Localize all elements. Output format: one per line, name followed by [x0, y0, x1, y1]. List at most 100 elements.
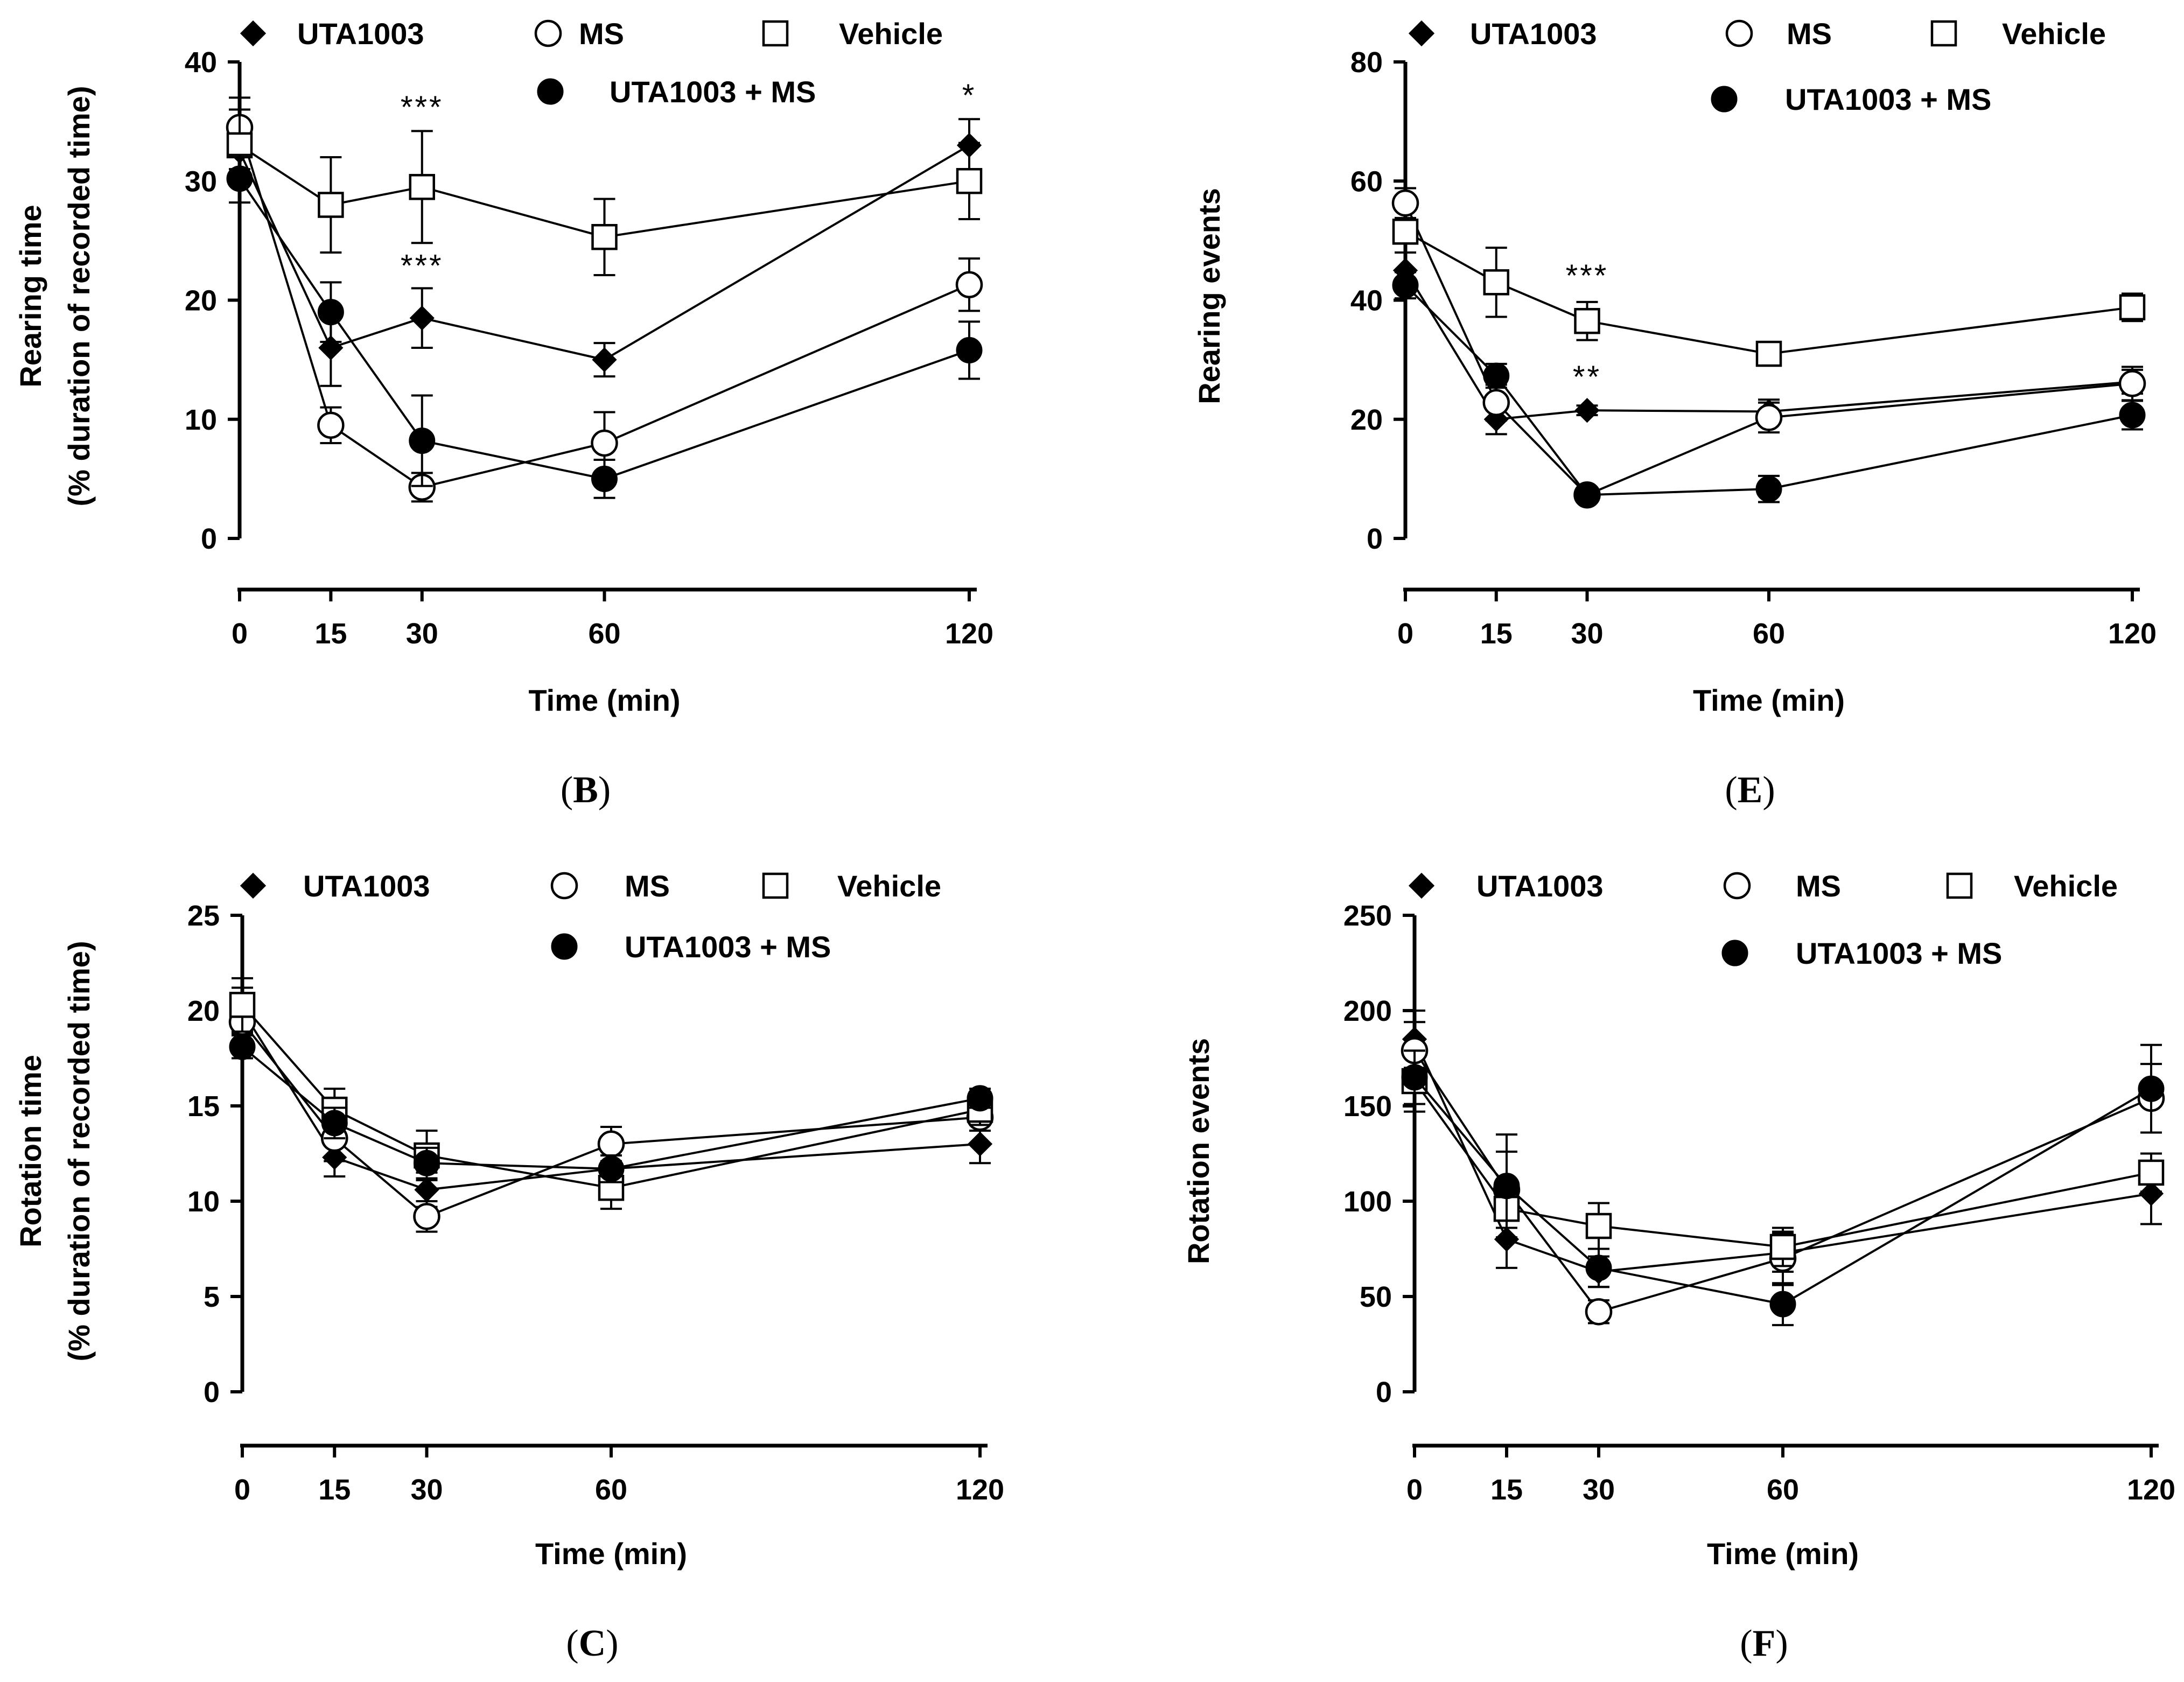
- legend: UTA1003 MS Vehicle UTA1003 + MS: [240, 17, 943, 109]
- data-point-ms: [597, 1130, 625, 1158]
- legend-label-uta1003-ms: UTA1003 + MS: [1785, 82, 1991, 116]
- data-point-uta1003-ms: [598, 1155, 625, 1182]
- y-axis-subtitle: (% duration of recorded time): [62, 941, 96, 1362]
- y-tick-label: 30: [185, 165, 217, 198]
- data-point-vehicle: [1755, 340, 1782, 367]
- data-point-uta1003-ms: [956, 337, 983, 363]
- y-tick-label: 250: [1343, 900, 1392, 932]
- y-tick-label: 0: [204, 1376, 220, 1408]
- y-tick-label: 0: [1376, 1376, 1392, 1408]
- x-axis-title: Time (min): [1707, 1537, 1859, 1571]
- y-tick-label: 10: [187, 1186, 220, 1218]
- data-point-uta1003: [592, 347, 617, 373]
- x-tick-label: 0: [1397, 618, 1413, 650]
- y-tick-label: 150: [1343, 1090, 1392, 1123]
- data-point-uta1003-ms: [2138, 1075, 2165, 1102]
- data-point-uta1003-ms: [229, 1033, 256, 1060]
- data-point-vehicle: [409, 174, 435, 200]
- x-tick-label: 60: [1767, 1474, 1799, 1506]
- data-point-uta1003-ms: [226, 165, 253, 192]
- data-point-uta1003: [1494, 1227, 1520, 1252]
- x-tick-label: 120: [945, 618, 993, 650]
- x-tick-label: 0: [1406, 1474, 1423, 1506]
- y-tick-label: 200: [1343, 995, 1392, 1027]
- y-tick-label: 40: [1350, 285, 1383, 317]
- panel-f: UTA1003 MS Vehicle UTA1003 + MS 0 50 100 15…: [1181, 869, 2175, 1664]
- y-tick-label: 100: [1343, 1186, 1392, 1218]
- legend-diamond-icon: [240, 872, 267, 899]
- legend-label-vehicle: Vehicle: [2002, 17, 2106, 51]
- legend-label-uta1003-ms: UTA1003 + MS: [610, 75, 816, 109]
- data-point-ms: [2118, 370, 2146, 397]
- legend-label-uta1003: UTA1003: [303, 869, 430, 903]
- data-point-vehicle: [1769, 1234, 1796, 1260]
- panel-c: UTA1003 MS Vehicle UTA1003 + MS 0 5 10 15 20…: [13, 869, 1004, 1664]
- data-point-uta1003: [967, 1131, 993, 1157]
- legend-label-uta1003-ms: UTA1003 + MS: [1796, 936, 2002, 970]
- x-tick-label: 60: [588, 618, 620, 650]
- panel-e: UTA1003 MS Vehicle UTA1003 + MS 0 20 40 60 8…: [1192, 17, 2157, 811]
- legend-label-vehicle: Vehicle: [839, 17, 943, 51]
- legend-label-ms: MS: [1796, 869, 1841, 903]
- x-tick-label: 30: [1583, 1474, 1615, 1506]
- data-point-ms: [413, 1203, 440, 1230]
- data-point-uta1003: [2138, 1181, 2164, 1206]
- series-uta1003-ms: [1392, 271, 2146, 508]
- y-tick-label: 5: [204, 1281, 220, 1313]
- data-point-uta1003: [409, 305, 435, 331]
- data-point-uta1003-ms: [1483, 362, 1510, 389]
- legend-diamond-icon: [1408, 20, 1435, 47]
- series-vehicle: [1392, 219, 2146, 367]
- data-point-vehicle: [591, 223, 618, 250]
- x-tick-label: 0: [234, 1474, 250, 1506]
- series-uta1003-ms: [226, 153, 983, 499]
- y-tick-label: 40: [185, 46, 217, 79]
- x-tick-label: 15: [318, 1474, 351, 1506]
- data-point-uta1003-ms: [1769, 1291, 1796, 1317]
- data-point-vehicle: [2119, 294, 2146, 321]
- data-point-ms: [317, 411, 345, 439]
- legend-filled-circle-icon: [1711, 86, 1738, 113]
- y-tick-label: 60: [1350, 165, 1383, 198]
- legend-label-uta1003: UTA1003: [1470, 17, 1597, 51]
- legend-label-uta1003: UTA1003: [1476, 869, 1604, 903]
- data-point-uta1003: [414, 1177, 439, 1202]
- significance-marker: ***: [401, 248, 444, 283]
- data-point-ms: [1391, 189, 1419, 217]
- y-axis-title: Rearing time: [13, 205, 47, 387]
- legend-label-vehicle: Vehicle: [2014, 869, 2118, 903]
- data-point-vehicle: [1392, 219, 1419, 245]
- legend-diamond-icon: [1408, 872, 1435, 899]
- data-point-vehicle: [229, 992, 256, 1018]
- data-point-uta1003-ms: [1585, 1255, 1612, 1281]
- y-tick-label: 10: [185, 404, 217, 436]
- x-tick-label: 30: [1571, 618, 1603, 650]
- y-axis-subtitle: (% duration of recorded time): [62, 86, 96, 507]
- significance-marker: ***: [401, 90, 444, 125]
- x-tick-label: 0: [232, 618, 248, 650]
- legend-label-vehicle: Vehicle: [837, 869, 941, 903]
- data-point-ms: [1585, 1298, 1613, 1326]
- data-point-ms: [591, 429, 618, 457]
- y-axis-title: Rotation time: [13, 1055, 47, 1248]
- x-tick-label: 15: [314, 618, 347, 650]
- series-ms: [1391, 187, 2146, 509]
- x-tick-label: 15: [1490, 1474, 1523, 1506]
- y-axis-title: Rearing events: [1192, 188, 1226, 404]
- y-tick-label: 15: [187, 1090, 220, 1123]
- data-point-uta1003-ms: [591, 465, 618, 492]
- legend: UTA1003 MS Vehicle UTA1003 + MS: [1408, 17, 2106, 116]
- x-axis-title: Time (min): [1693, 683, 1845, 717]
- data-point-uta1003-ms: [967, 1085, 993, 1112]
- legend-label-uta1003-ms: UTA1003 + MS: [625, 930, 831, 964]
- data-point-vehicle: [1574, 307, 1600, 334]
- data-point-uta1003-ms: [1493, 1173, 1520, 1200]
- data-point-ms: [1755, 404, 1783, 431]
- significance-marker: ***: [1566, 258, 1609, 293]
- panel-label: (B): [561, 769, 611, 811]
- data-point-uta1003-ms: [317, 299, 344, 326]
- data-point-uta1003-ms: [414, 1150, 440, 1176]
- legend-diamond-icon: [240, 20, 267, 47]
- legend: UTA1003 MS Vehicle UTA1003 + MS: [1408, 869, 2118, 970]
